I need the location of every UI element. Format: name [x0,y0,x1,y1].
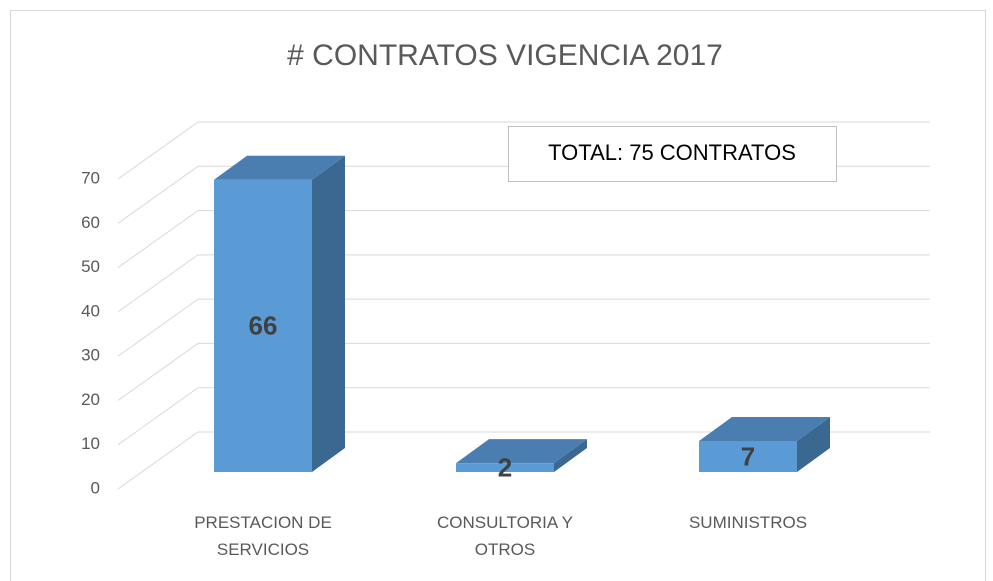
grid-line [117,387,930,446]
annotation-box [508,126,837,182]
bar-top [456,439,587,464]
bar-top [699,417,830,441]
y-tick-label: 10 [81,434,100,453]
y-tick-label: 70 [81,168,100,187]
grid-line [117,298,930,357]
y-tick-label: 50 [81,257,100,276]
grid: 0 10 20 30 40 50 60 70 [81,121,930,497]
y-tick-label: 0 [91,478,100,497]
grid-line [117,121,930,180]
value-label: 66 [249,311,278,341]
x-tick-label: PRESTACION DE SERVICIOS [194,513,332,559]
bar [699,441,797,472]
y-tick-label: 60 [81,213,100,232]
y-tick-label: 30 [81,346,100,365]
value-label: 2 [498,452,512,482]
bar [214,179,312,472]
y-tick-label: 40 [81,301,100,320]
bar-top [214,155,345,180]
value-label: 7 [741,441,755,471]
y-tick-label: 20 [81,390,100,409]
bar [456,463,554,472]
chart-border [10,10,986,581]
grid-line [117,431,930,490]
bar-side [554,439,587,472]
grid-line [117,210,930,268]
x-tick-label: CONSULTORIA Y OTROS [436,513,574,559]
annotation: TOTAL: 75 CONTRATOS [548,140,796,165]
chart-title: # CONTRATOS VIGENCIA 2017 [287,39,723,72]
bar-side [797,417,830,472]
bar-side [312,155,345,472]
x-tick-label: SUMINISTROS [688,513,808,532]
grid-line [117,254,930,313]
grid-line [117,342,930,401]
bars: 66 2 7 [214,155,830,482]
